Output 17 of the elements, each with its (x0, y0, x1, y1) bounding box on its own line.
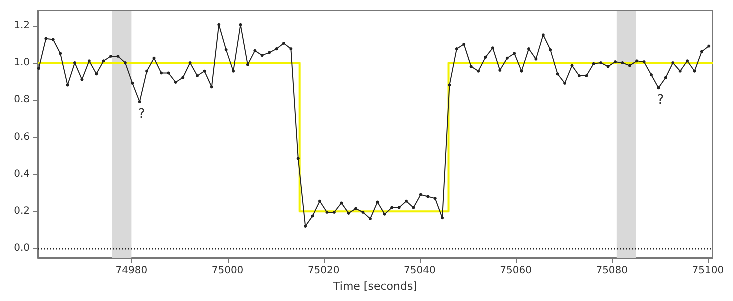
x-tick-label: 75040 (404, 266, 436, 276)
x-tick-label: 75080 (596, 266, 628, 276)
y-tick-label: 0.2 (14, 206, 30, 218)
x-tick-label: 74980 (116, 266, 148, 276)
y-tick-label: 0.0 (14, 243, 30, 254)
y-tick-label: 1.2 (14, 20, 30, 32)
y-tick-label: 0.4 (14, 168, 30, 180)
x-tick-label: 75020 (308, 266, 340, 276)
x-tick-label: 75100 (692, 266, 724, 276)
y-tick-label: 0.8 (14, 94, 30, 106)
x-tick-label: 75060 (500, 266, 532, 276)
y-tick-label: 0.6 (14, 132, 30, 143)
x-axis-title: Time [seconds] (332, 280, 418, 293)
annotation: ? (138, 107, 146, 122)
x-tick-label: 75000 (212, 266, 244, 276)
y-tick-label: 1.0 (14, 58, 30, 68)
annotation: ? (657, 93, 664, 108)
